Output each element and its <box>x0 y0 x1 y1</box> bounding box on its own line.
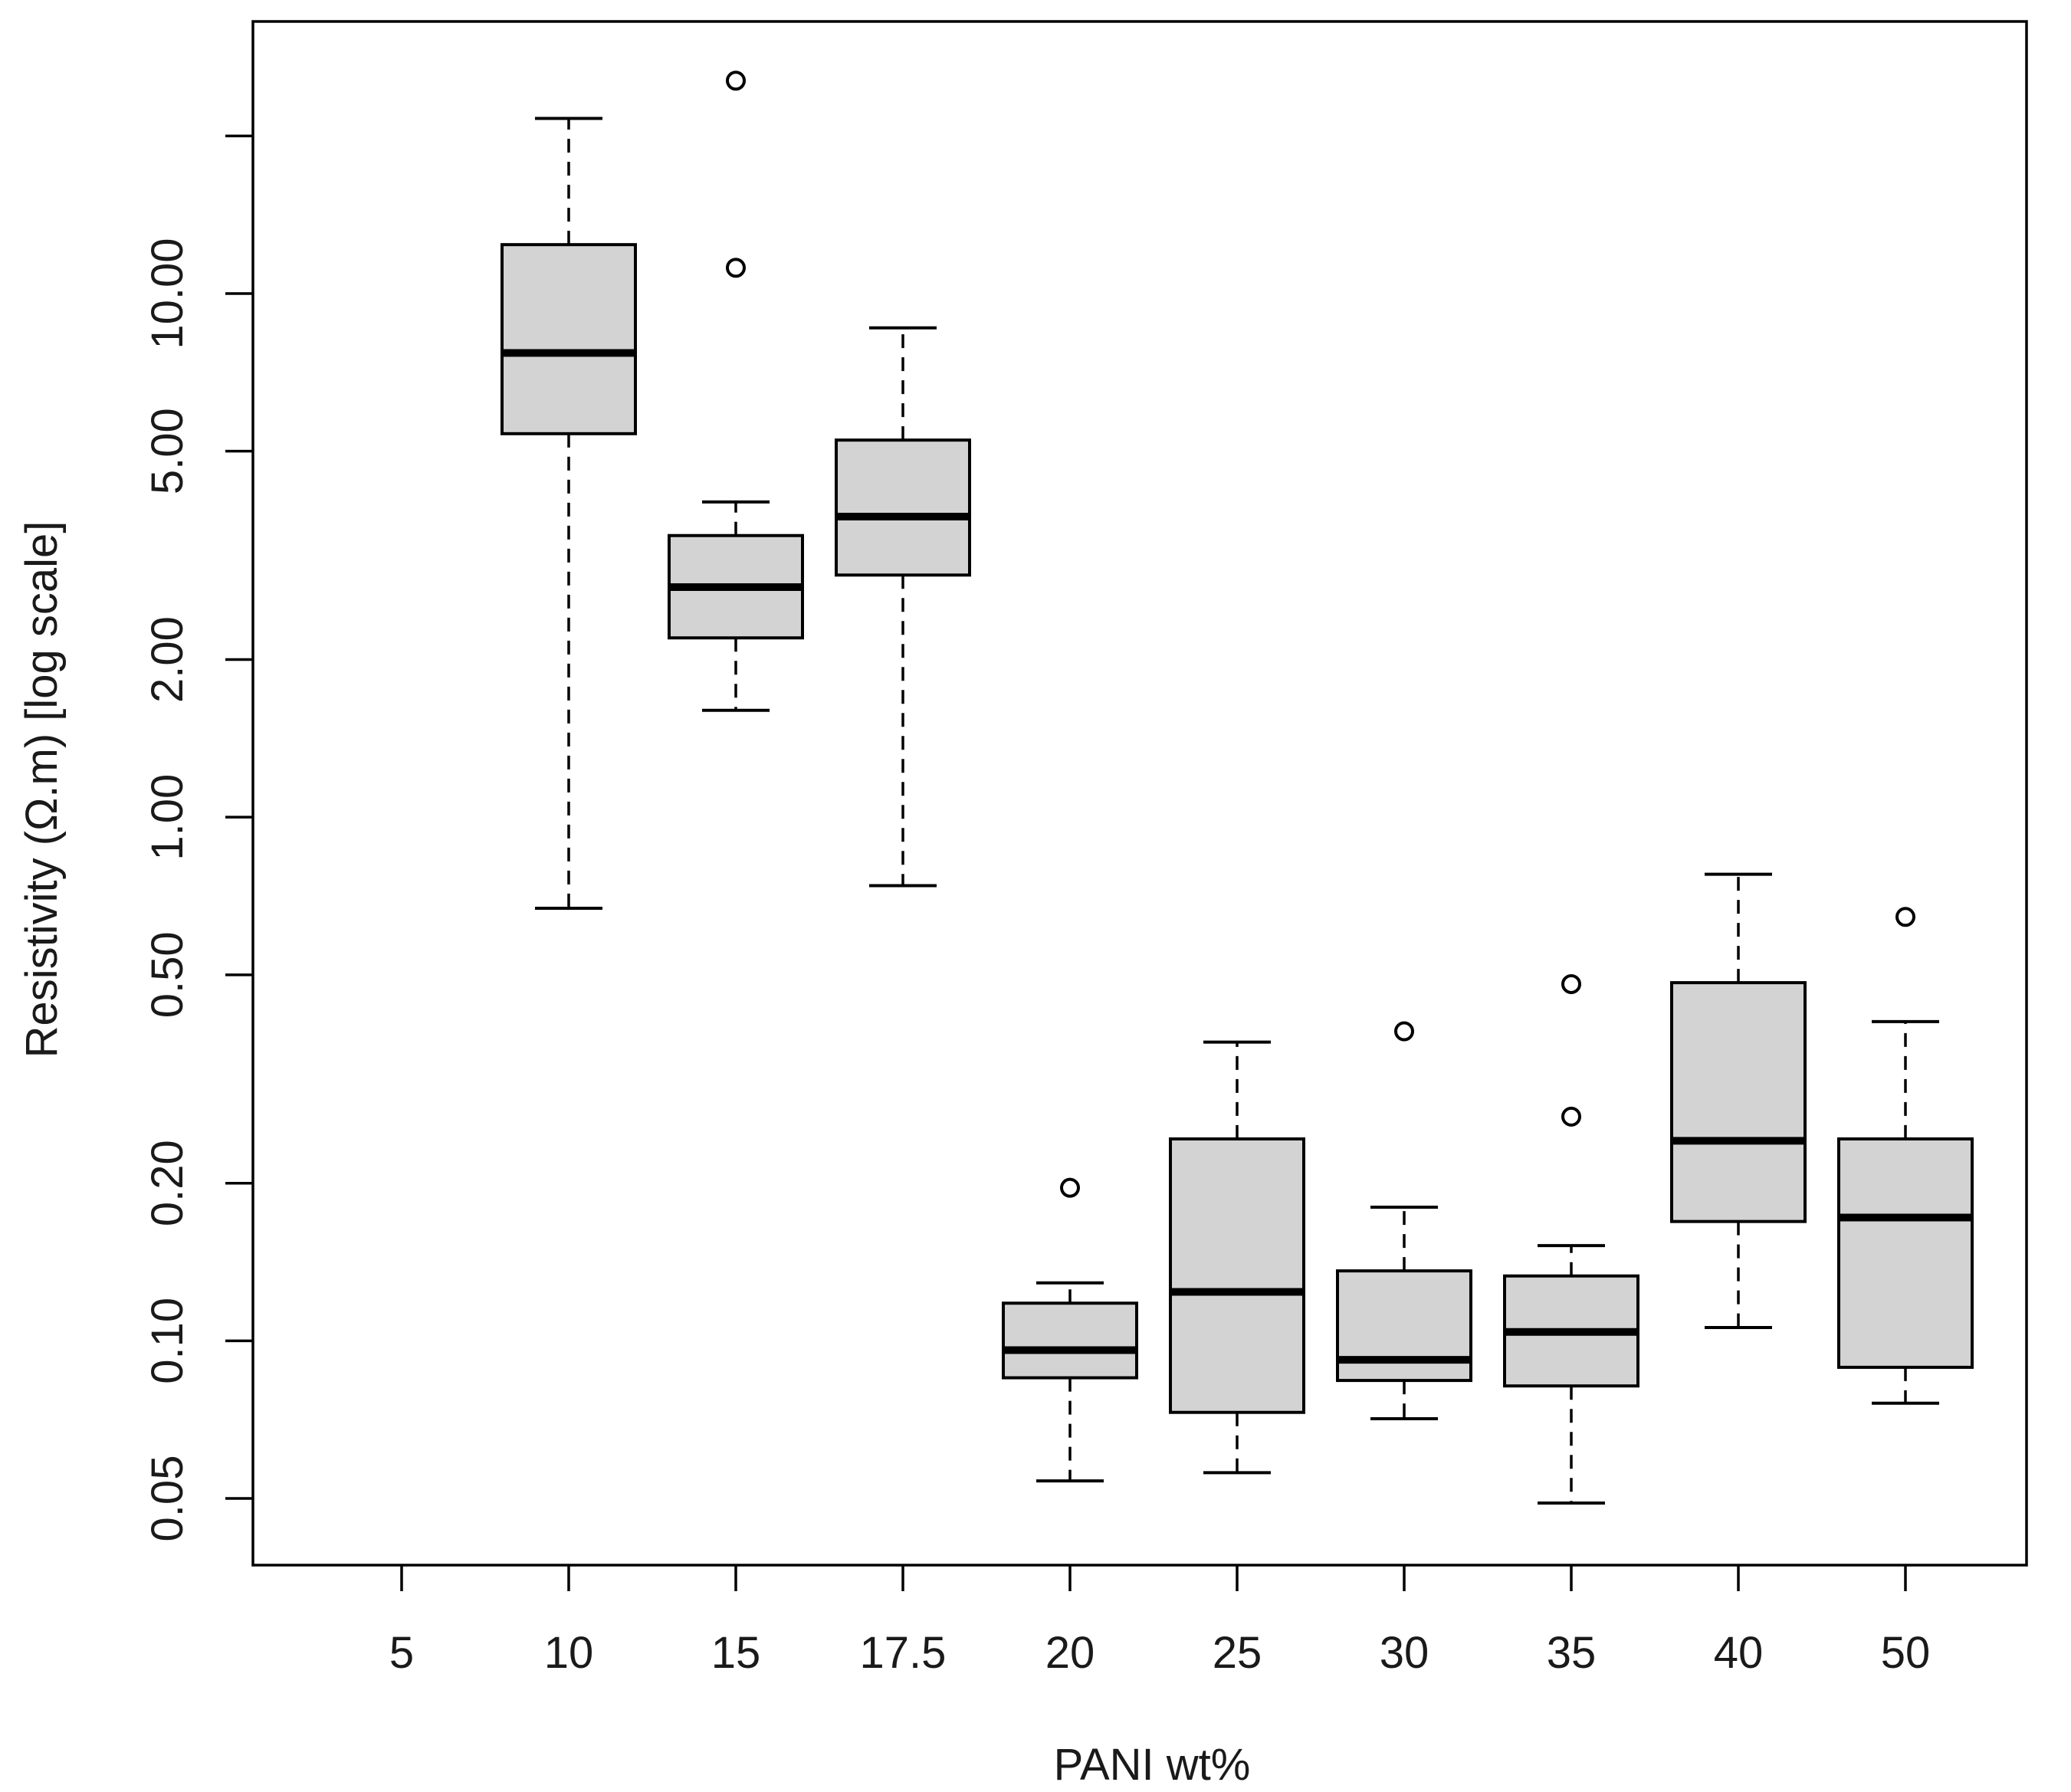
y-tick-label: 2.00 <box>143 616 192 703</box>
x-tick-label: 35 <box>1547 1628 1597 1678</box>
box-40 <box>1670 872 1807 1330</box>
box-rect <box>1837 1137 1974 1369</box>
x-tick-label: 25 <box>1213 1628 1262 1678</box>
box-20 <box>1002 1177 1138 1483</box>
x-tick-label: 5 <box>389 1628 414 1678</box>
x-tick-label: 30 <box>1380 1628 1429 1678</box>
box-25 <box>1169 1040 1305 1475</box>
x-tick-label: 15 <box>711 1628 761 1678</box>
plot-frame <box>251 20 2028 1567</box>
y-axis: 0.05 0.10 0.20 0.50 1.00 2.00 5.00 10.00 <box>143 134 253 1542</box>
box-30 <box>1336 1021 1472 1420</box>
outlier-point <box>1561 973 1581 994</box>
x-tick-label: 20 <box>1045 1628 1095 1678</box>
box-rect <box>1002 1301 1138 1380</box>
outlier-point <box>1561 1106 1581 1127</box>
outlier-point <box>1895 907 1915 927</box>
box-rect <box>1336 1269 1472 1383</box>
box-35 <box>1503 973 1639 1505</box>
box-rect <box>1169 1137 1305 1414</box>
outlier-point <box>726 71 746 91</box>
box-rect <box>1670 981 1807 1223</box>
outlier-point <box>726 258 746 278</box>
y-tick-label: 0.20 <box>143 1140 192 1226</box>
box-15 <box>668 71 804 712</box>
box-10 <box>501 117 637 910</box>
x-tick-label: 40 <box>1714 1628 1764 1678</box>
box-50 <box>1837 907 1974 1405</box>
x-axis: 5 10 15 17.5 20 25 30 35 40 50 <box>389 1565 1930 1678</box>
outlier-point <box>1060 1177 1080 1198</box>
y-tick-label: 0.50 <box>143 931 192 1018</box>
x-axis-title: PANI wt% <box>1054 1740 1251 1790</box>
x-tick-label: 50 <box>1881 1628 1931 1678</box>
box-rect <box>835 438 971 577</box>
y-tick-label: 10.00 <box>143 238 192 349</box>
outlier-point <box>1394 1021 1414 1042</box>
box-17.5 <box>835 326 971 888</box>
y-tick-label: 0.10 <box>143 1298 192 1384</box>
y-axis-title: Resistivity (Ω.m) [log scale] <box>17 521 67 1058</box>
y-tick-label: 0.05 <box>143 1456 192 1542</box>
box-rect <box>501 243 637 435</box>
box-group <box>501 71 1974 1505</box>
y-tick-label: 5.00 <box>143 408 192 494</box>
x-tick-label: 10 <box>544 1628 594 1678</box>
x-tick-label: 17.5 <box>860 1628 947 1678</box>
y-tick-label: 1.00 <box>143 774 192 861</box>
